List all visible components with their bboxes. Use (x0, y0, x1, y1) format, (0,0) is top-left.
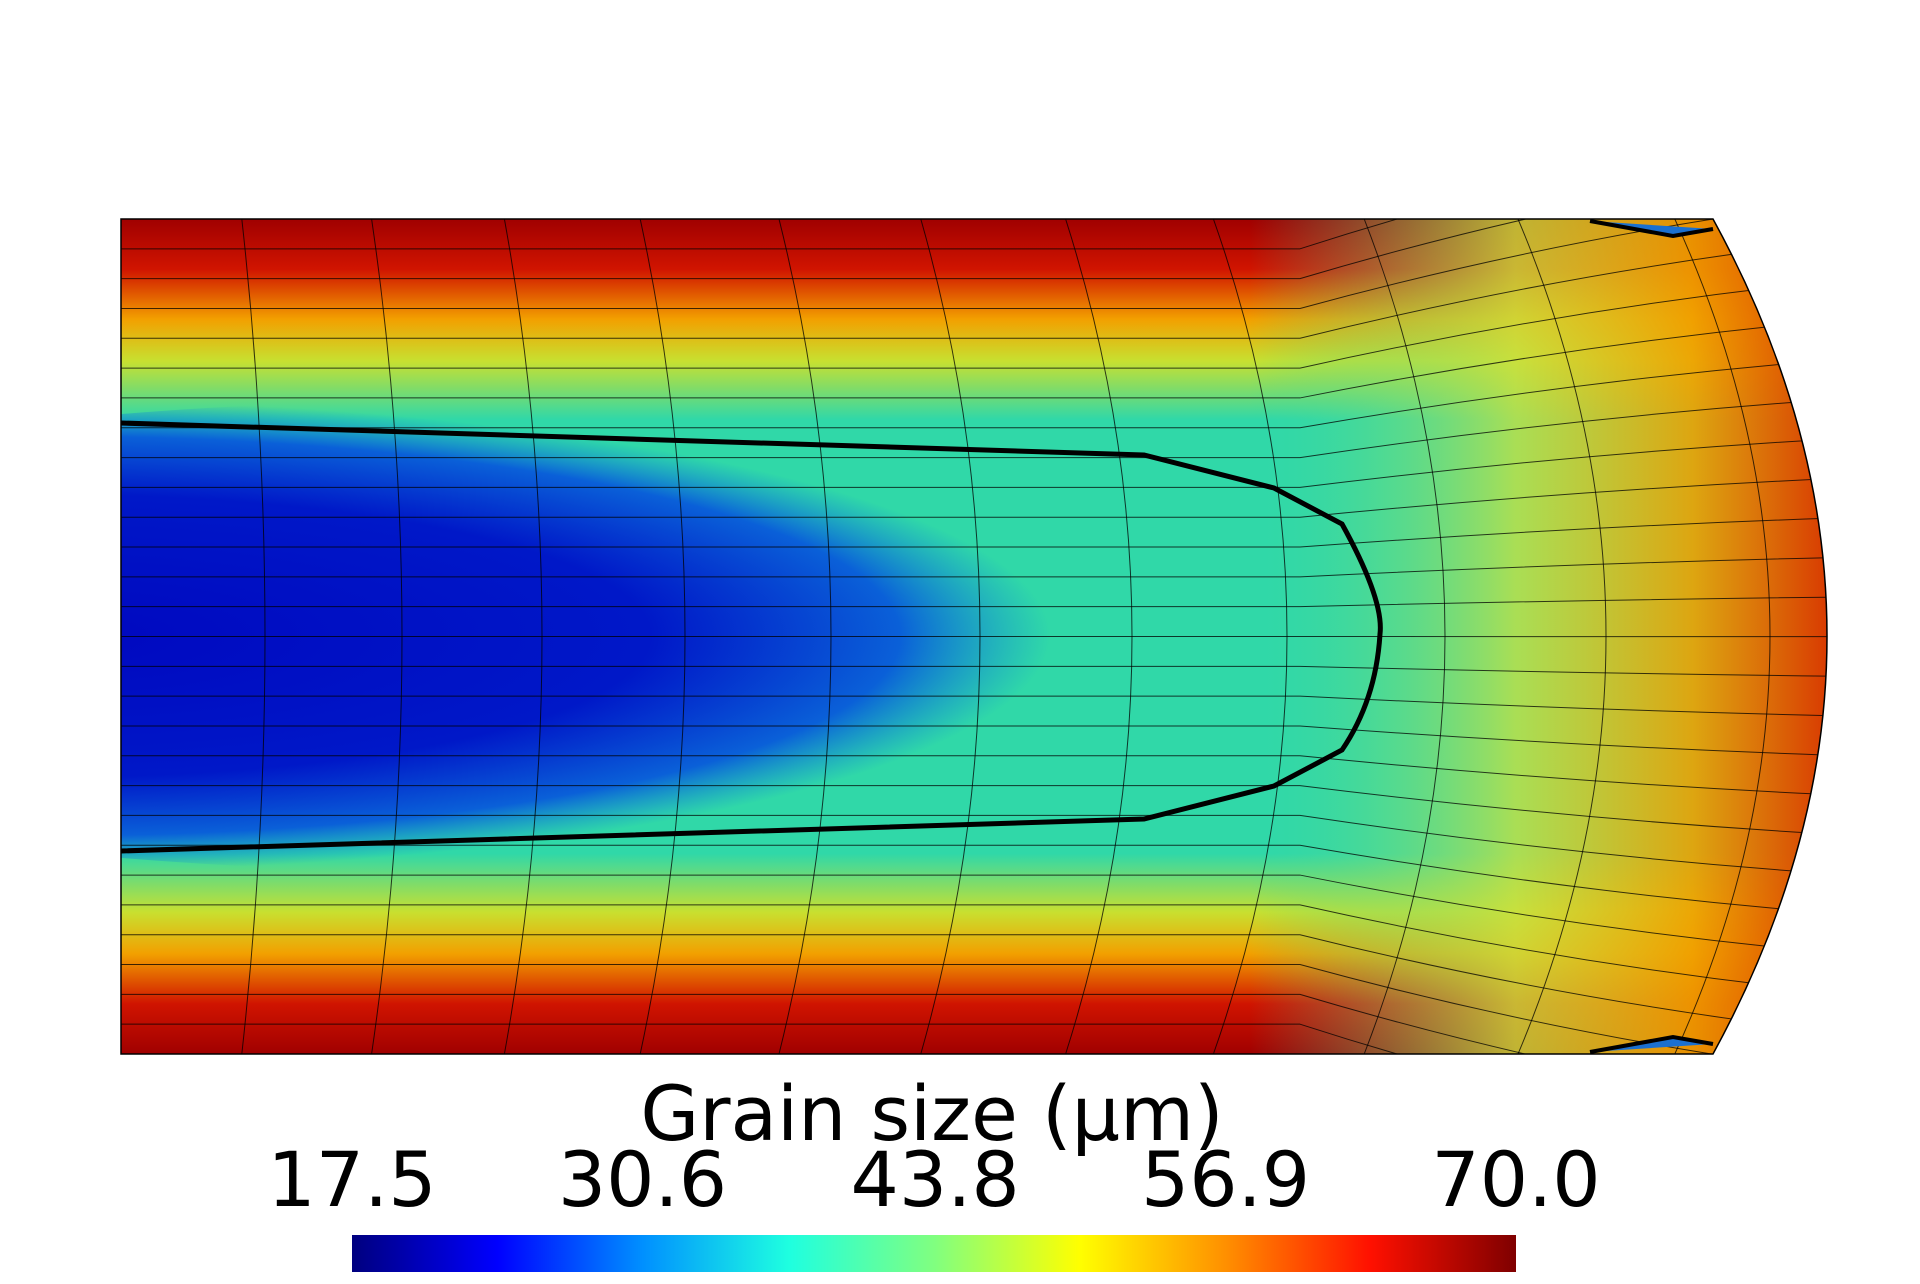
colorbar-tick-label: 56.9 (1141, 1135, 1310, 1224)
colorbar-tick-label: 30.6 (558, 1135, 727, 1224)
colorbar-tick-label: 43.8 (850, 1135, 1019, 1224)
colorbar-tick-label: 70.0 (1431, 1135, 1600, 1224)
colorbar-tick-label: 17.5 (267, 1135, 436, 1224)
mesh-line (1835, 219, 1920, 1054)
colorbar: 17.5 30.6 43.8 56.9 70.0 (267, 1135, 1600, 1272)
colorbar-gradient (352, 1235, 1516, 1272)
field (0, 113, 1920, 1160)
